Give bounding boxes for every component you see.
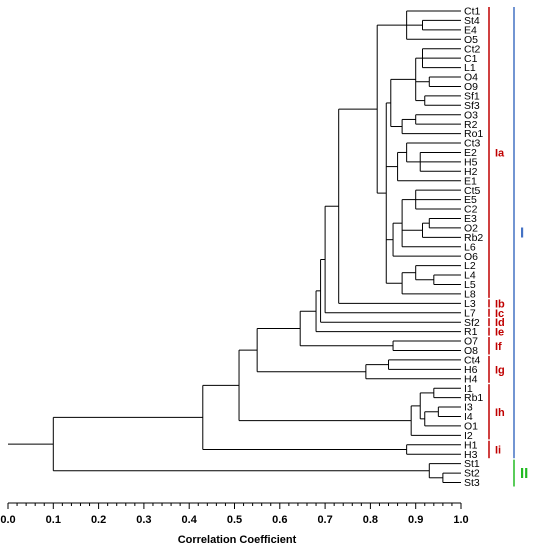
leaf-label: Rb2	[464, 232, 483, 244]
x-tick-label: 0.5	[227, 514, 242, 526]
leaf-label: O2	[464, 222, 478, 234]
leaf-label: E1	[464, 175, 477, 187]
leaf-label: L5	[464, 279, 476, 291]
x-tick-label: 0.3	[136, 514, 151, 526]
leaf-labels: Ct1St4E4O5Ct2C1L1O4O9Sf1Sf3O3R2Ro1Ct3E2H…	[464, 6, 483, 490]
x-tick-label: 0.4	[182, 514, 198, 526]
leaf-label: O1	[464, 421, 478, 433]
leaf-label: H4	[464, 373, 478, 385]
leaf-label: Sf1	[464, 90, 480, 102]
leaf-label: C1	[464, 53, 478, 65]
leaf-label: R1	[464, 326, 478, 338]
leaf-label: Ct1	[464, 6, 481, 18]
leaf-label: I2	[464, 430, 473, 442]
leaf-label: E2	[464, 147, 477, 159]
leaf-label: Ct2	[464, 43, 481, 55]
leaf-label: O6	[464, 251, 478, 263]
leaf-label: O8	[464, 345, 478, 357]
leaf-label: E3	[464, 213, 477, 225]
leaf-label: O9	[464, 81, 478, 93]
leaf-label: O5	[464, 34, 478, 46]
leaf-label: Ct3	[464, 138, 481, 150]
leaf-label: H1	[464, 439, 478, 451]
leaf-label: O7	[464, 336, 478, 348]
leaf-label: St2	[464, 468, 480, 480]
leaf-label: L1	[464, 62, 476, 74]
leaf-label: I1	[464, 383, 473, 395]
subgroup-label-If: If	[495, 341, 502, 353]
x-tick-label: 0.2	[91, 514, 106, 526]
leaf-label: L4	[464, 270, 476, 282]
subgroup-label-Ig: Ig	[495, 364, 505, 376]
leaf-label: L3	[464, 298, 476, 310]
subgroup-label-Ih: Ih	[495, 407, 505, 419]
leaf-label: R2	[464, 119, 478, 131]
leaf-label: Sf3	[464, 100, 480, 112]
group-label-II: II	[520, 465, 528, 482]
subgroup-label-Ic: Ic	[495, 308, 504, 320]
leaf-label: L7	[464, 307, 476, 319]
x-tick-label: 0.7	[317, 514, 332, 526]
leaf-label: I4	[464, 411, 473, 423]
subgroup-label-Id: Id	[495, 317, 505, 329]
leaf-label: L2	[464, 260, 476, 272]
subgroup-label-Ii: Ii	[495, 444, 501, 456]
x-tick-label: 0.8	[363, 514, 378, 526]
x-tick-label: 0.0	[0, 514, 15, 526]
leaf-label: H6	[464, 364, 478, 376]
subgroup-label-Ib: Ib	[495, 298, 505, 310]
group-label-I: I	[520, 225, 524, 242]
leaf-label: I3	[464, 402, 473, 414]
dendrogram-tree	[8, 10, 461, 483]
leaf-label: St3	[464, 477, 480, 489]
leaf-label: H2	[464, 166, 478, 178]
x-tick-label: 0.9	[408, 514, 423, 526]
leaf-label: L8	[464, 289, 476, 301]
leaf-label: Sf2	[464, 317, 480, 329]
leaf-label: O3	[464, 109, 478, 121]
x-tick-label: 0.6	[272, 514, 287, 526]
x-tick-label: 0.1	[46, 514, 61, 526]
leaf-label: E5	[464, 194, 477, 206]
subgroup-label-Ie: Ie	[495, 327, 504, 339]
leaf-label: O4	[464, 72, 478, 84]
leaf-label: C2	[464, 204, 478, 216]
leaf-label: St4	[464, 15, 480, 27]
leaf-label: L6	[464, 241, 476, 253]
leaf-label: Ct5	[464, 185, 481, 197]
leaf-label: H5	[464, 156, 478, 168]
subgroup-label-Ia: Ia	[495, 147, 505, 159]
leaf-label: St1	[464, 458, 480, 470]
leaf-label: Rb1	[464, 392, 483, 404]
x-axis-title: Correlation Coefficient	[178, 534, 297, 546]
leaf-label: E4	[464, 24, 477, 36]
leaf-label: Ro1	[464, 128, 483, 140]
x-tick-label: 1.0	[453, 514, 468, 526]
leaf-label: H3	[464, 449, 478, 461]
leaf-label: Ct4	[464, 355, 481, 367]
x-axis: 0.0 0.1 0.2 0.3 0.4 0.5 0.6 0.7 0.8 0.9 1.0	[0, 502, 469, 526]
